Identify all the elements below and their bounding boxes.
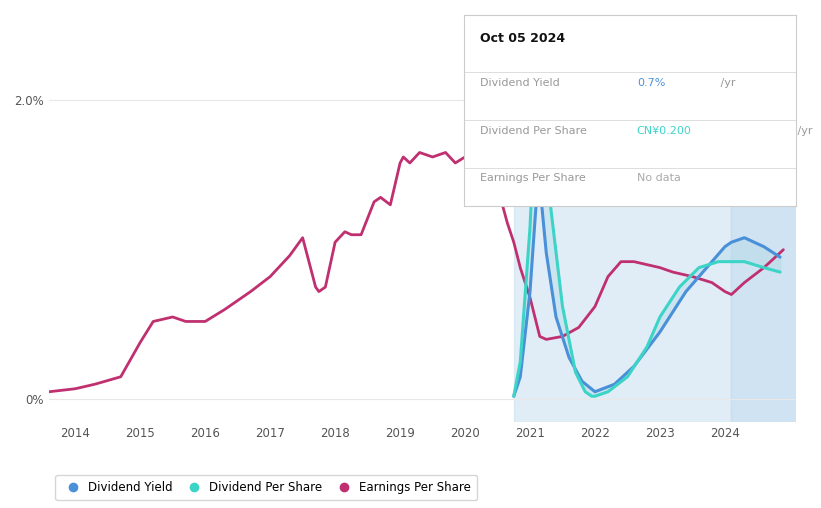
Text: /yr: /yr — [718, 78, 736, 88]
Text: Dividend Per Share: Dividend Per Share — [480, 126, 587, 136]
Text: 0.7%: 0.7% — [637, 78, 665, 88]
Bar — [514, 25, 732, 422]
Text: Oct 05 2024: Oct 05 2024 — [480, 33, 566, 45]
Text: Dividend Yield: Dividend Yield — [480, 78, 560, 88]
Text: CN¥0.200: CN¥0.200 — [637, 126, 691, 136]
Text: /yr: /yr — [795, 126, 813, 136]
Text: Earnings Per Share: Earnings Per Share — [480, 173, 586, 183]
Text: No data: No data — [637, 173, 681, 183]
Bar — [732, 25, 796, 422]
Text: Past: Past — [735, 52, 759, 66]
Legend: Dividend Yield, Dividend Per Share, Earnings Per Share: Dividend Yield, Dividend Per Share, Earn… — [55, 475, 477, 500]
